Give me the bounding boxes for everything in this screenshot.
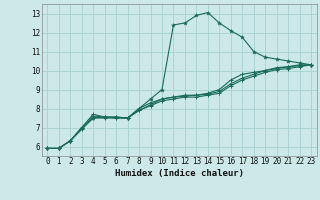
X-axis label: Humidex (Indice chaleur): Humidex (Indice chaleur) — [115, 169, 244, 178]
